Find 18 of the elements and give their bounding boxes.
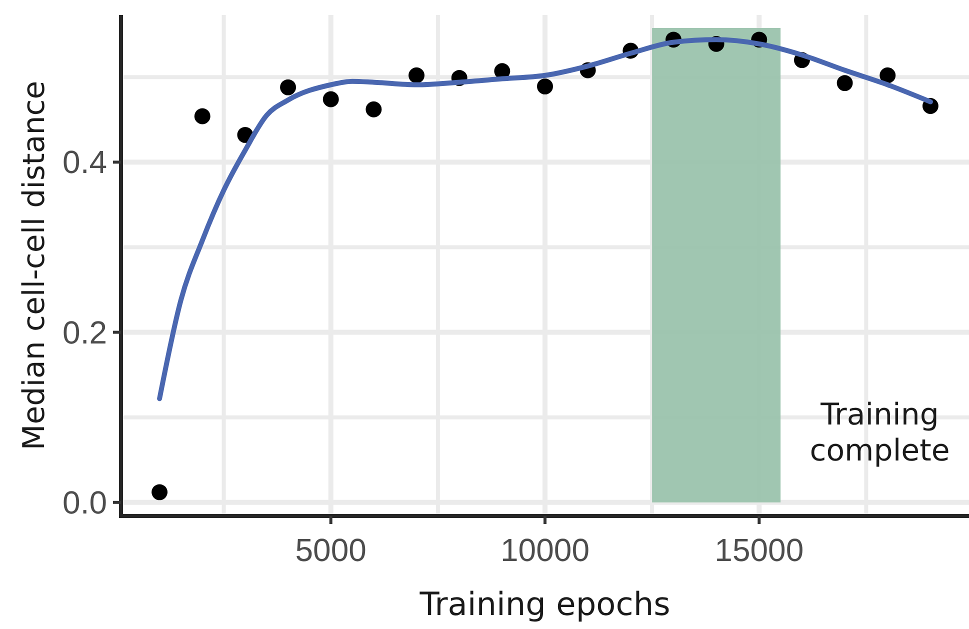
- point: [280, 79, 296, 96]
- point: [194, 108, 210, 124]
- point: [880, 67, 896, 84]
- point: [322, 91, 339, 108]
- point: [408, 67, 424, 84]
- y-axis-title: Median cell-cell distance: [17, 80, 52, 450]
- x-tick-label: 5000: [295, 532, 366, 568]
- y-tick-label: 0.2: [62, 314, 107, 350]
- point: [366, 101, 382, 118]
- text: 0.0: [62, 484, 107, 520]
- point: [152, 484, 168, 500]
- x-axis-title: Training epochs: [418, 585, 670, 623]
- point: [537, 78, 553, 94]
- point: [836, 75, 853, 92]
- x-tick-label: 15000: [714, 532, 804, 568]
- band-label: Training complete: [810, 397, 950, 468]
- x-tick-label: 10000: [500, 532, 590, 568]
- y-tick-label: 0.4: [62, 144, 107, 180]
